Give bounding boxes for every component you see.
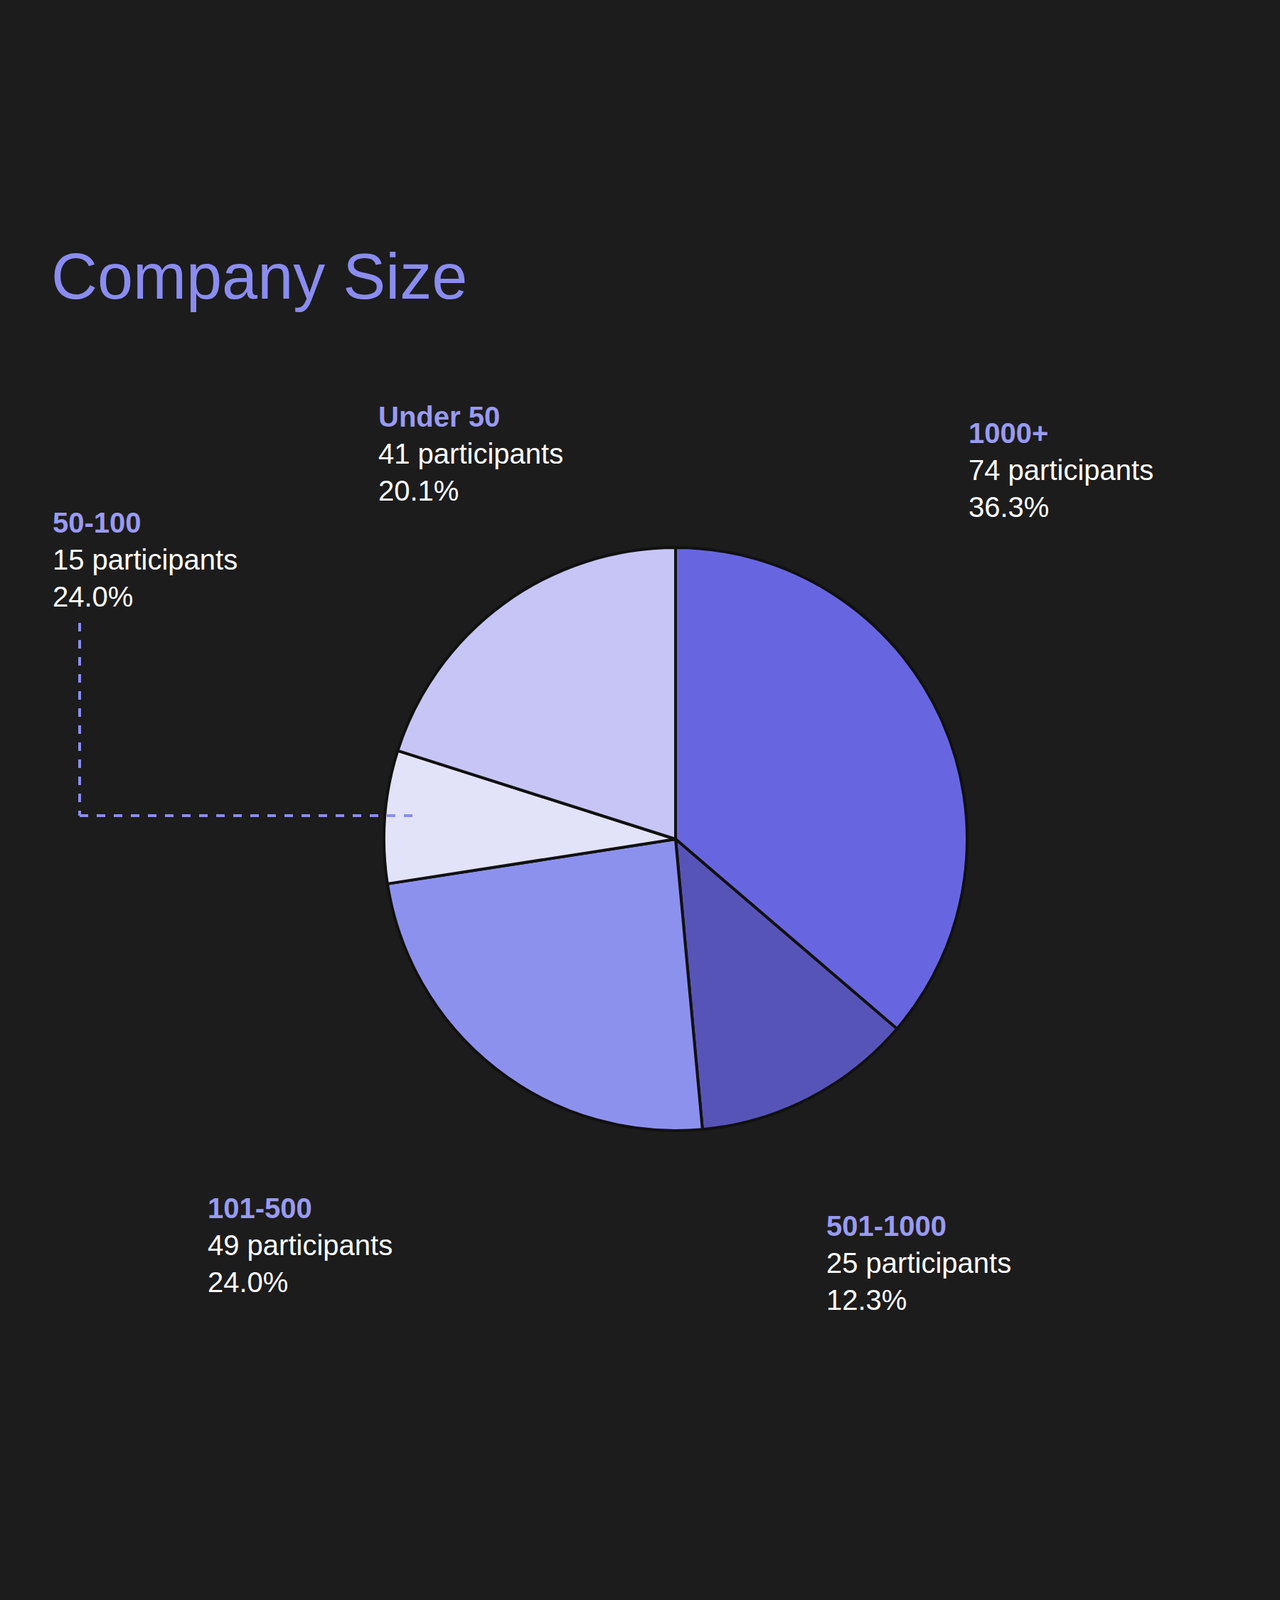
svg-text:501-100025 participants12.3%: 501-100025 participants12.3% bbox=[826, 1210, 1012, 1316]
svg-text:Under 5041 participants20.1%: Under 5041 participants20.1% bbox=[378, 401, 564, 507]
svg-text:101-50049 participants24.0%: 101-50049 participants24.0% bbox=[207, 1192, 393, 1298]
svg-text:50-10015 participants24.0%: 50-10015 participants24.0% bbox=[52, 507, 238, 613]
svg-text:1000+74 participants36.3%: 1000+74 participants36.3% bbox=[968, 417, 1154, 523]
svg-text:Company Size: Company Size bbox=[51, 241, 468, 313]
